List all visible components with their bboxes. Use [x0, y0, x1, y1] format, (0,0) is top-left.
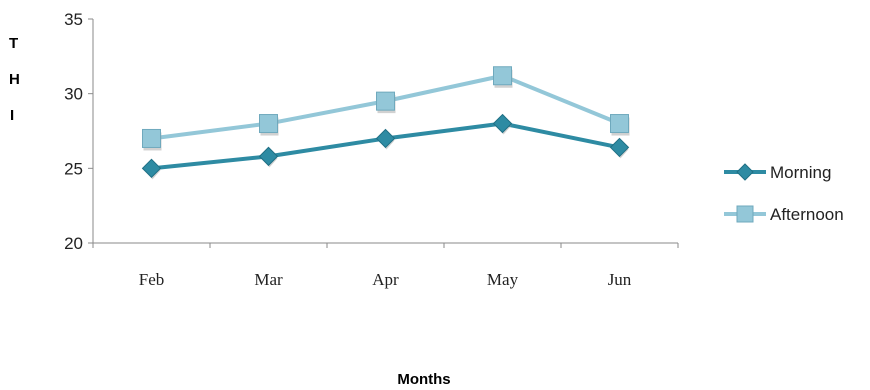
x-tick-label: Jun [608, 270, 632, 289]
data-point-afternoon [142, 128, 161, 148]
x-axis-label: Months [397, 371, 450, 388]
data-point-afternoon [493, 66, 512, 86]
chart-axes [88, 18, 679, 248]
legend-marker-morning [736, 163, 754, 181]
data-point-afternoon [259, 114, 278, 134]
legend-label-morning: Morning [770, 163, 831, 182]
series-markers [141, 66, 630, 180]
legend-marker-afternoon [736, 205, 754, 223]
legend-label-afternoon: Afternoon [770, 205, 844, 224]
data-point-morning [375, 128, 396, 149]
data-point-morning [609, 137, 630, 158]
x-tick-label: Apr [372, 270, 399, 289]
data-point-afternoon [610, 114, 629, 134]
x-tick-label: Feb [139, 270, 165, 289]
data-point-morning [492, 113, 513, 134]
legend-item-afternoon: Afternoon [724, 205, 844, 224]
y-tick-label: 25 [64, 159, 83, 178]
y-axis-label-fragment-2: H [9, 71, 20, 88]
x-tick-label: Mar [254, 270, 283, 289]
tick-labels: 20 25 30 35 Feb Mar Apr May Jun [64, 10, 632, 289]
x-tick-label: May [487, 270, 519, 289]
y-tick-label: 30 [64, 85, 83, 104]
legend: Morning Afternoon [724, 163, 844, 224]
data-point-morning [141, 158, 162, 179]
y-axis-label-fragment-3: I [10, 107, 14, 124]
y-axis-label: T H I [9, 35, 20, 124]
data-point-morning [258, 146, 279, 167]
y-tick-label: 20 [64, 234, 83, 253]
legend-item-morning: Morning [724, 163, 831, 182]
y-tick-label: 35 [64, 10, 83, 29]
y-axis-label-fragment-1: T [9, 35, 18, 52]
series-lines [151, 73, 621, 171]
data-point-afternoon [376, 91, 395, 111]
